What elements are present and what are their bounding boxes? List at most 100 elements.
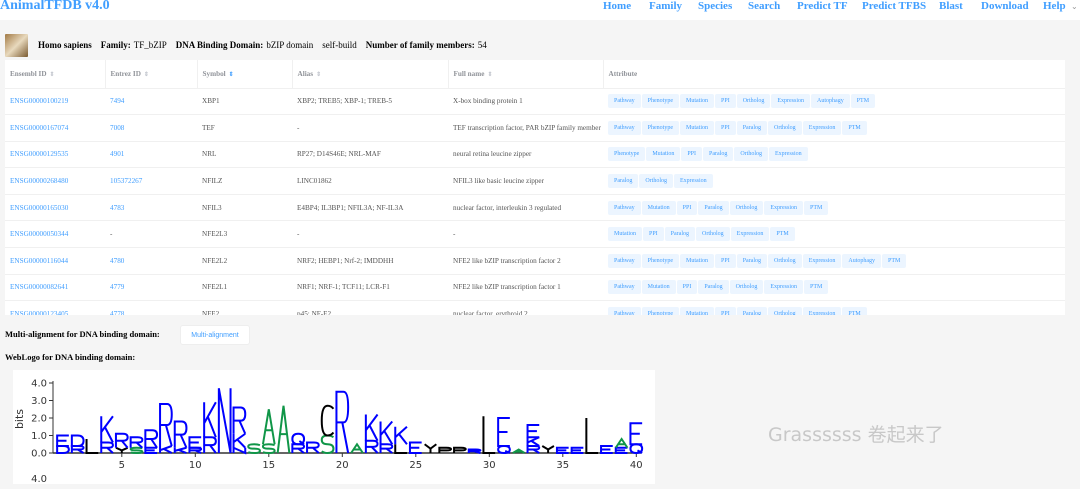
nav-blast[interactable]: Blast [939, 0, 963, 12]
ensembl-cell[interactable]: ENSG00000129535 [5, 141, 105, 169]
attribute-tag[interactable]: Pathway [608, 280, 641, 295]
ensembl-cell[interactable]: ENSG00000082641 [5, 274, 105, 302]
attribute-tag[interactable]: Phenotype [608, 147, 646, 162]
ensembl-cell[interactable]: ENSG00000050344 [5, 220, 105, 249]
attribute-tag[interactable]: Paralog [703, 147, 734, 162]
entrez-cell[interactable]: 4780 [105, 247, 197, 275]
attribute-tag[interactable]: Expression [802, 253, 842, 268]
column-header[interactable]: Entrez ID ⇕ [105, 60, 198, 89]
attribute-tag[interactable]: PTM [842, 120, 867, 135]
attribute-tag[interactable]: Paralog [736, 253, 768, 268]
attribute-tag[interactable]: Pathway [608, 253, 641, 268]
attribute-tag[interactable]: PTM [850, 94, 876, 109]
attribute-tag[interactable]: Ortholog [729, 280, 764, 295]
attribute-tag[interactable]: PTM [882, 253, 907, 268]
nav-search[interactable]: Search [748, 0, 781, 12]
attribute-tag[interactable]: Pathway [608, 200, 641, 215]
attribute-tag[interactable]: Paralog [664, 227, 695, 242]
nav-home[interactable]: Home [603, 0, 632, 12]
brand-logo[interactable]: AnimalTFDB v4.0 [0, 0, 110, 13]
attribute-tag[interactable]: Phenotype [641, 253, 680, 268]
attribute-tag[interactable]: PPI [643, 227, 664, 242]
attribute-tag[interactable]: Paralog [698, 200, 729, 215]
attribute-tag[interactable]: PTM [770, 227, 795, 242]
attribute-tag[interactable]: Ortholog [734, 147, 769, 162]
attribute-tag[interactable]: Expression [764, 200, 804, 215]
ensembl-cell[interactable]: ENSG00000268480 [5, 167, 105, 195]
attribute-tag[interactable]: Phenotype [641, 307, 680, 315]
attribute-tag[interactable]: Phenotype [641, 94, 680, 109]
attribute-tag[interactable]: Expression [730, 227, 770, 242]
attribute-tag[interactable]: Paralog [698, 280, 729, 295]
attribute-tag[interactable]: Phenotype [641, 120, 680, 135]
column-header[interactable]: Alias ⇕ [292, 60, 449, 89]
attribute-tag[interactable]: Ortholog [768, 307, 802, 315]
column-header[interactable]: Ensembl ID ⇕ [5, 60, 106, 89]
attribute-tag[interactable]: PTM [804, 200, 829, 215]
attribute-tag[interactable]: Ortholog [639, 174, 673, 189]
attribute-tag[interactable]: Pathway [608, 307, 641, 315]
attribute-tag[interactable]: PPI [715, 307, 736, 315]
attribute-tag[interactable]: Expression [771, 94, 811, 109]
attribute-tag[interactable]: Ortholog [736, 94, 771, 109]
nav-help[interactable]: Help [1043, 0, 1066, 12]
attribute-tag[interactable]: Mutation [641, 200, 676, 215]
attribute-tag[interactable]: Mutation [680, 253, 715, 268]
attribute-tag[interactable]: Ortholog [729, 200, 764, 215]
chevron-down-icon[interactable]: ⌄ [1071, 2, 1078, 11]
column-header[interactable]: Full name ⇕ [448, 60, 604, 89]
attribute-tag[interactable]: Expression [769, 147, 808, 162]
entrez-cell[interactable]: 7008 [105, 114, 197, 142]
sort-icon[interactable]: ⇕ [143, 71, 149, 78]
attribute-tag[interactable]: Paralog [736, 120, 768, 135]
entrez-cell[interactable]: 105372267 [105, 167, 197, 195]
attribute-tag[interactable]: Expression [802, 120, 842, 135]
attribute-tag[interactable]: Ortholog [696, 227, 730, 242]
attribute-tag[interactable]: PTM [842, 307, 867, 315]
ensembl-cell[interactable]: ENSG00000165030 [5, 194, 105, 222]
attribute-tag[interactable]: Autophagy [811, 94, 850, 109]
sort-icon[interactable]: ⇕ [49, 71, 55, 78]
attribute-tag[interactable]: Mutation [680, 307, 715, 315]
attribute-tag[interactable]: Autophagy [842, 253, 882, 268]
nav-predict-tfbs[interactable]: Predict TFBS [862, 0, 927, 12]
nav-species[interactable]: Species [698, 0, 733, 12]
nav-download[interactable]: Download [981, 0, 1029, 12]
attribute-tag[interactable]: Expression [764, 280, 804, 295]
attribute-tag[interactable]: Expression [674, 174, 713, 189]
nav-family[interactable]: Family [649, 0, 682, 12]
sort-icon[interactable]: ⇕ [228, 71, 234, 78]
attribute-tag[interactable]: Ortholog [768, 120, 802, 135]
sort-icon[interactable]: ⇕ [316, 71, 322, 78]
attribute-tag[interactable]: Expression [802, 307, 842, 315]
attribute-tag[interactable]: PPI [681, 147, 703, 162]
attribute-tag[interactable]: Pathway [608, 94, 641, 109]
ensembl-cell[interactable]: ENSG00000116044 [5, 247, 105, 275]
attribute-tag[interactable]: Paralog [736, 307, 768, 315]
attribute-tag[interactable]: Mutation [680, 120, 715, 135]
entrez-cell[interactable]: 7494 [105, 88, 197, 116]
nav-predict-tf[interactable]: Predict TF [797, 0, 848, 12]
attribute-tag[interactable]: Paralog [608, 174, 639, 189]
attribute-tag[interactable]: PPI [715, 253, 736, 268]
attribute-tag[interactable]: Mutation [608, 227, 642, 242]
multi-alignment-button[interactable]: Multi-alignment [180, 325, 250, 345]
entrez-cell[interactable]: 4778 [105, 300, 197, 315]
column-header[interactable]: Symbol ⇕ [197, 60, 293, 89]
entrez-cell[interactable]: 4783 [105, 194, 197, 222]
attribute-tag[interactable]: PPI [676, 280, 698, 295]
attribute-tag[interactable]: Mutation [646, 147, 681, 162]
attribute-tag[interactable]: PPI [715, 94, 736, 109]
attribute-tag[interactable]: PPI [676, 200, 698, 215]
entrez-cell[interactable]: 4779 [105, 274, 197, 302]
entrez-cell[interactable]: 4901 [105, 141, 197, 169]
attribute-tag[interactable]: Ortholog [768, 253, 802, 268]
attribute-tag[interactable]: Mutation [680, 94, 715, 109]
attribute-tag[interactable]: Mutation [641, 280, 676, 295]
ensembl-cell[interactable]: ENSG00000123405 [5, 300, 105, 315]
attribute-tag[interactable]: PTM [804, 280, 829, 295]
ensembl-cell[interactable]: ENSG00000100219 [5, 88, 105, 116]
attribute-tag[interactable]: PPI [715, 120, 736, 135]
sort-icon[interactable]: ⇕ [487, 71, 493, 78]
attribute-tag[interactable]: Pathway [608, 120, 641, 135]
